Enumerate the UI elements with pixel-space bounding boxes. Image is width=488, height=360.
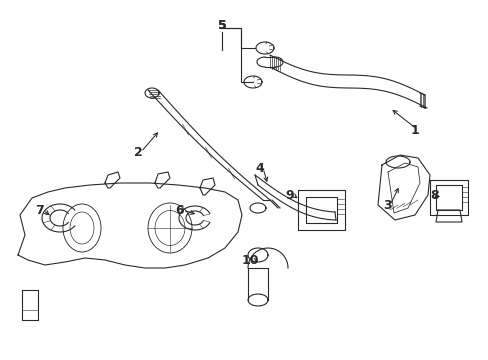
Text: 3: 3 xyxy=(382,198,390,212)
Text: 9: 9 xyxy=(285,189,294,202)
Text: 5: 5 xyxy=(217,18,226,32)
Text: 1: 1 xyxy=(410,123,419,136)
Text: 6: 6 xyxy=(175,203,184,216)
Text: 8: 8 xyxy=(430,189,438,202)
Text: 7: 7 xyxy=(36,203,44,216)
Text: 4: 4 xyxy=(255,162,264,175)
Text: 2: 2 xyxy=(133,145,142,158)
Text: 5: 5 xyxy=(217,18,226,32)
Text: 10: 10 xyxy=(241,253,258,266)
